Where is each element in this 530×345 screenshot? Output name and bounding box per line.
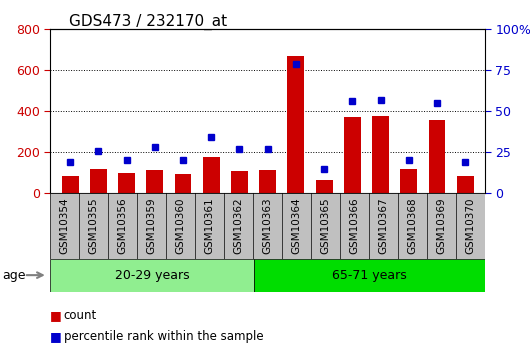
Text: GSM10355: GSM10355 bbox=[89, 198, 99, 254]
Bar bbox=[316, 180, 332, 193]
Bar bbox=[259, 170, 276, 193]
Text: age: age bbox=[3, 269, 26, 282]
Text: GSM10359: GSM10359 bbox=[147, 198, 157, 254]
Text: GSM10368: GSM10368 bbox=[408, 198, 418, 254]
Bar bbox=[429, 120, 445, 193]
Text: GSM10366: GSM10366 bbox=[350, 198, 359, 254]
Text: GSM10360: GSM10360 bbox=[176, 198, 186, 254]
Text: count: count bbox=[64, 309, 97, 322]
Text: 20-29 years: 20-29 years bbox=[114, 269, 189, 282]
Text: GSM10362: GSM10362 bbox=[234, 198, 244, 254]
Bar bbox=[61, 176, 78, 193]
Text: GSM10361: GSM10361 bbox=[205, 198, 215, 254]
Bar bbox=[400, 169, 417, 193]
Bar bbox=[372, 116, 389, 193]
Bar bbox=[253, 259, 485, 292]
Text: GSM10365: GSM10365 bbox=[321, 198, 331, 254]
Text: GSM10367: GSM10367 bbox=[378, 198, 388, 254]
Text: ■: ■ bbox=[50, 330, 62, 343]
Bar bbox=[146, 170, 163, 193]
Text: percentile rank within the sample: percentile rank within the sample bbox=[64, 330, 263, 343]
Bar bbox=[457, 176, 474, 193]
Bar bbox=[90, 169, 107, 193]
Text: GSM10354: GSM10354 bbox=[60, 198, 70, 254]
Bar bbox=[231, 171, 248, 193]
Bar bbox=[287, 56, 304, 193]
Bar bbox=[344, 117, 361, 193]
Bar bbox=[50, 259, 253, 292]
Bar bbox=[203, 157, 219, 193]
Text: GSM10370: GSM10370 bbox=[465, 198, 475, 254]
Text: GSM10356: GSM10356 bbox=[118, 198, 128, 254]
Bar bbox=[174, 174, 191, 193]
Bar bbox=[118, 173, 135, 193]
Text: GDS473 / 232170_at: GDS473 / 232170_at bbox=[69, 14, 227, 30]
Text: 65-71 years: 65-71 years bbox=[332, 269, 407, 282]
Text: ■: ■ bbox=[50, 309, 62, 322]
Text: GSM10364: GSM10364 bbox=[292, 198, 302, 254]
Text: GSM10363: GSM10363 bbox=[263, 198, 272, 254]
Text: GSM10369: GSM10369 bbox=[437, 198, 446, 254]
